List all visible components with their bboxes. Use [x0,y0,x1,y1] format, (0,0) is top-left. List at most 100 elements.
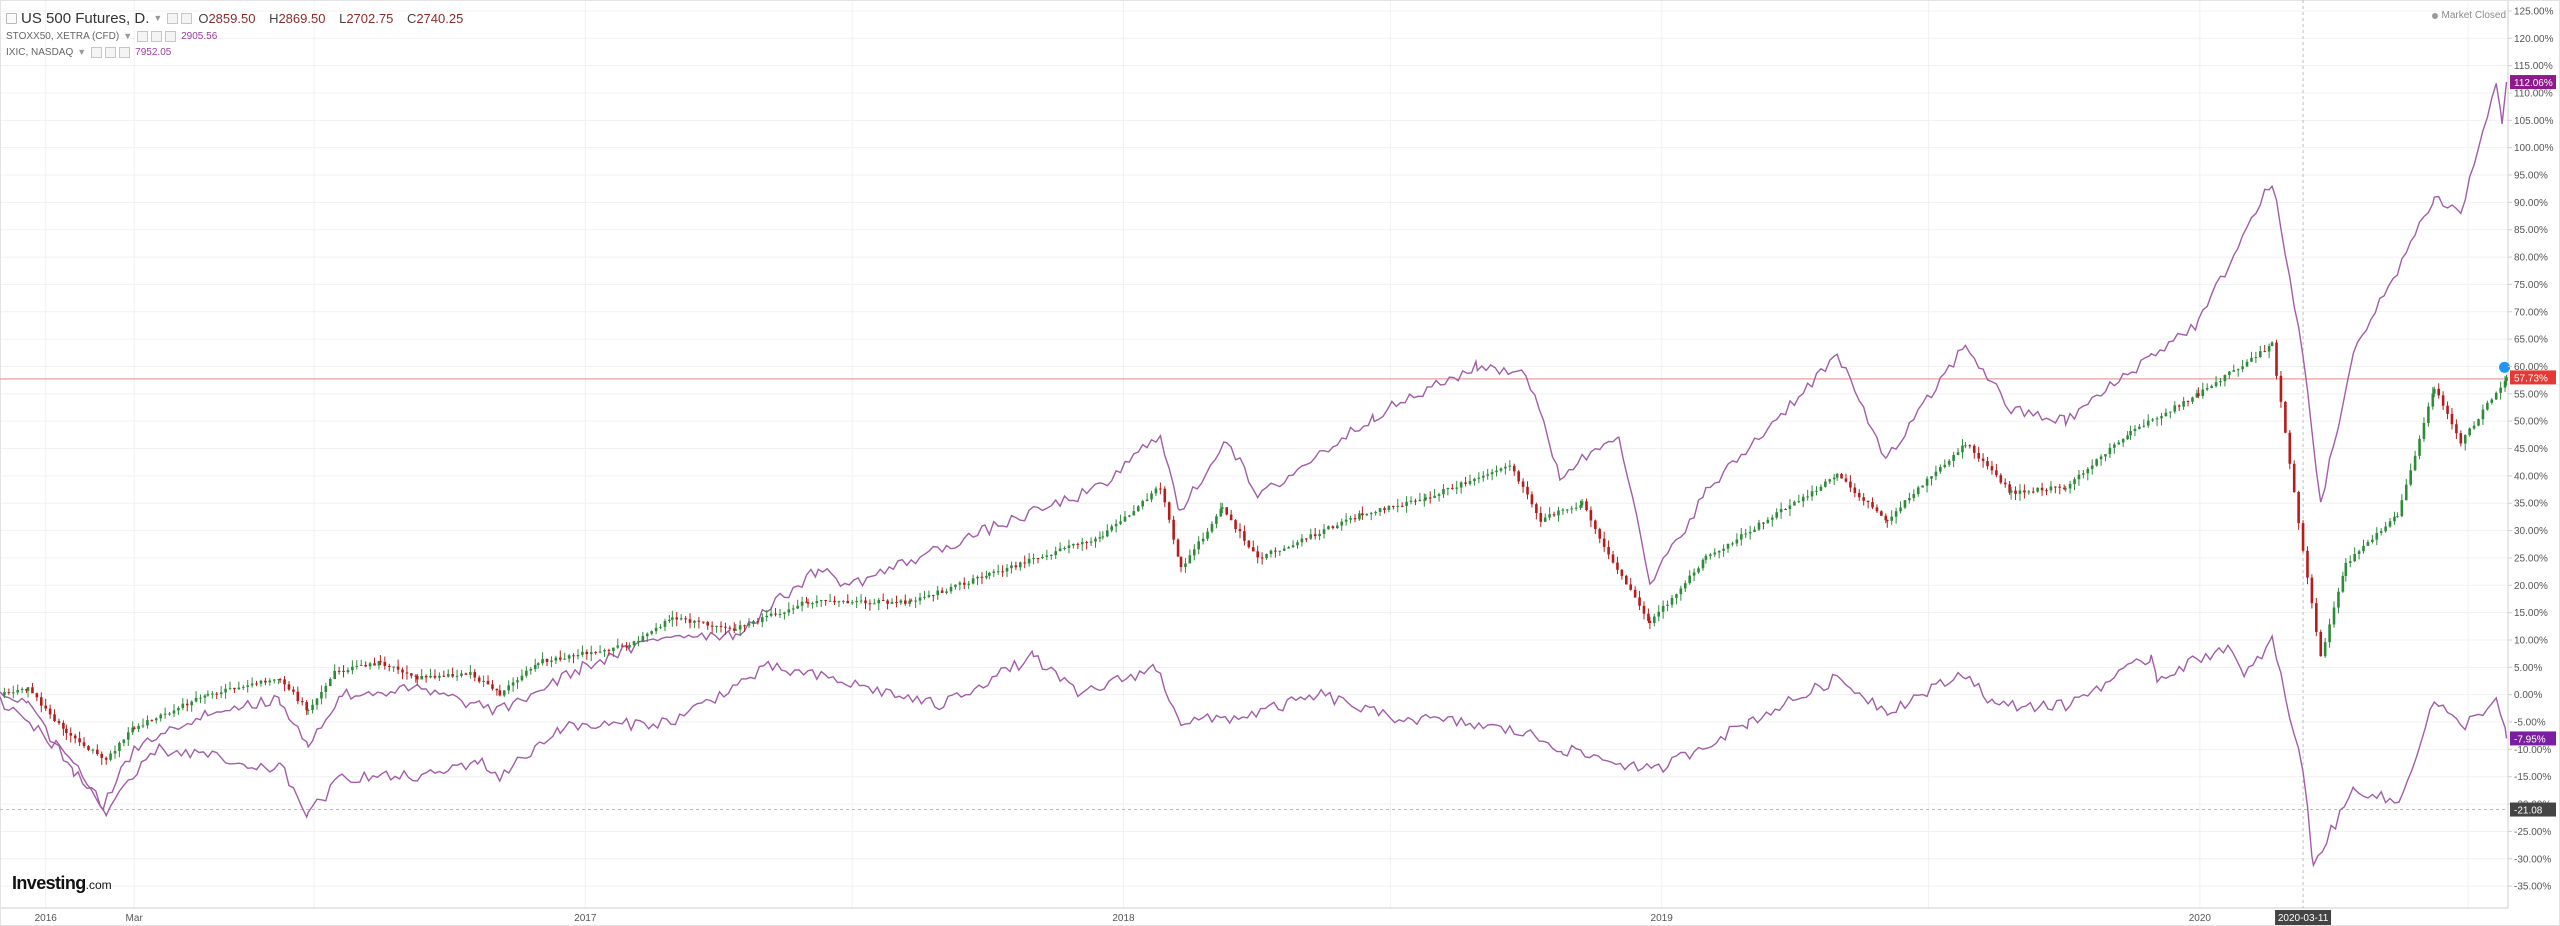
candle-body [1206,531,1209,539]
candle-body [2393,516,2396,522]
candle-body [2468,428,2471,436]
candle-body [69,733,73,736]
chevron-down-icon[interactable]: ▼ [77,47,87,57]
candle-body [1188,555,1192,564]
candle-body [1080,542,1084,545]
candle-body [1775,512,1778,518]
candle-body [1908,497,1911,501]
candle-body [477,677,481,682]
candle-body [899,600,903,603]
y-tick-label: 105.00% [2514,116,2554,127]
candle-body [846,600,850,604]
candle-body [516,680,519,683]
candle-body [337,670,341,672]
candle-body [1788,505,1792,509]
candle-body [2058,486,2062,488]
candle-body [2241,366,2244,370]
candle-body [850,602,854,604]
candle-body [1468,481,1472,484]
candle-body [150,720,154,722]
candle-body [1063,548,1066,550]
candle-body [132,727,136,730]
candle-body [1010,565,1013,569]
y-tick-label: 40.00% [2514,471,2548,482]
candle-body [26,687,30,691]
candle-body [305,702,308,711]
candle-body [1172,519,1175,540]
last-value-label: -7.95% [2514,734,2546,745]
compare-symbol-title[interactable]: STOXX50, XETRA (CFD) [6,30,120,42]
candle-body [241,686,245,688]
candle-body [137,725,140,730]
candle-body [1964,445,1967,447]
candle-body [146,720,149,726]
candle-body [1023,562,1027,564]
candle-body [126,732,130,740]
candle-body [1653,616,1656,623]
y-tick-label: -15.00% [2514,772,2551,783]
candle-body [31,687,34,694]
candle-body [1880,511,1883,516]
collapse-legend-icon[interactable] [6,12,17,24]
candle-body [958,582,962,585]
candle-body [837,601,841,603]
candle-body [1451,487,1454,489]
chevron-down-icon[interactable]: ▼ [123,31,133,41]
market-status: Market Closed [2431,10,2506,21]
close-icon[interactable] [165,30,177,42]
candle-body [1930,476,1933,479]
candle-body [2245,361,2249,367]
candle-body [324,685,328,692]
candle-body [25,689,28,691]
candle-body [2396,516,2399,518]
candle-body [1005,568,1009,572]
settings-icon[interactable] [151,30,163,42]
candle-body [1219,508,1223,517]
settings-icon[interactable] [181,12,193,24]
candle-body [1832,477,1836,480]
candle-body [1036,558,1040,560]
candle-body [1358,513,1361,520]
candle-body [224,688,227,693]
candle-body [177,708,180,711]
candle-body [2155,418,2159,420]
candle-body [1793,501,1796,506]
candle-body [311,704,314,711]
candle-body [581,651,584,655]
y-tick-label: -25.00% [2514,827,2551,838]
candle-body [2191,397,2194,402]
candle-body [1624,575,1628,585]
candle-body [1972,445,1976,453]
candle-body [1365,513,1369,516]
close-icon[interactable] [119,46,131,58]
candle-body [377,661,381,666]
candle-body [1934,471,1938,477]
candle-body [2009,490,2013,493]
eye-icon[interactable] [167,12,179,24]
candle-body [1215,516,1218,524]
candle-body [1766,519,1770,524]
main-symbol-title[interactable]: US 500 Futures, D [21,9,146,27]
candle-body [2353,553,2356,562]
candle-body [1234,520,1237,530]
settings-icon[interactable] [105,46,117,58]
candle-body [903,600,907,604]
candle-body [2177,405,2181,407]
candle-body [2292,463,2296,493]
candle-body [206,694,210,696]
candle-body [996,571,1000,573]
candle-body [1422,499,1426,501]
candle-body [464,673,468,675]
eye-icon[interactable] [137,30,149,42]
y-tick-label: -5.00% [2514,718,2546,729]
compare-symbol-title[interactable]: IXIC, NASDAQ [6,46,74,58]
candle-body [190,701,193,706]
candle-body [2319,631,2323,657]
chevron-down-icon[interactable]: ▼ [153,13,163,23]
candle-body [1835,473,1839,478]
candle-body [159,714,163,719]
candle-body [3,692,6,696]
eye-icon[interactable] [91,46,103,58]
candle-body [641,636,645,641]
